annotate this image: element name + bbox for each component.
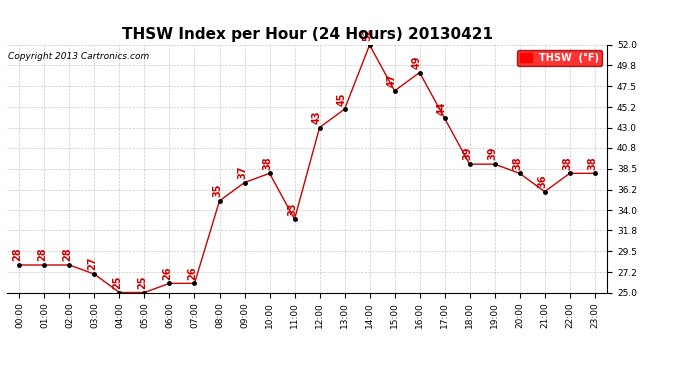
Text: 38: 38 [262,156,272,170]
Text: 33: 33 [287,202,297,216]
Text: 25: 25 [137,275,147,289]
Text: 28: 28 [12,248,22,261]
Text: 25: 25 [112,275,122,289]
Text: 27: 27 [87,257,97,270]
Text: 28: 28 [37,248,47,261]
Text: 45: 45 [337,92,347,105]
Text: Copyright 2013 Cartronics.com: Copyright 2013 Cartronics.com [8,53,149,62]
Text: 39: 39 [487,147,497,160]
Text: 37: 37 [237,165,247,179]
Text: 36: 36 [538,174,547,188]
Text: 38: 38 [512,156,522,170]
Title: THSW Index per Hour (24 Hours) 20130421: THSW Index per Hour (24 Hours) 20130421 [121,27,493,42]
Text: 44: 44 [437,101,447,115]
Text: 38: 38 [587,156,597,170]
Text: 43: 43 [312,110,322,124]
Text: 28: 28 [62,248,72,261]
Text: 38: 38 [562,156,572,170]
Text: 35: 35 [212,184,222,197]
Legend: THSW  (°F): THSW (°F) [517,50,602,66]
Text: 49: 49 [412,56,422,69]
Text: 47: 47 [387,74,397,87]
Text: 26: 26 [162,266,172,280]
Text: 26: 26 [187,266,197,280]
Text: 39: 39 [462,147,472,160]
Text: 52: 52 [362,28,372,41]
